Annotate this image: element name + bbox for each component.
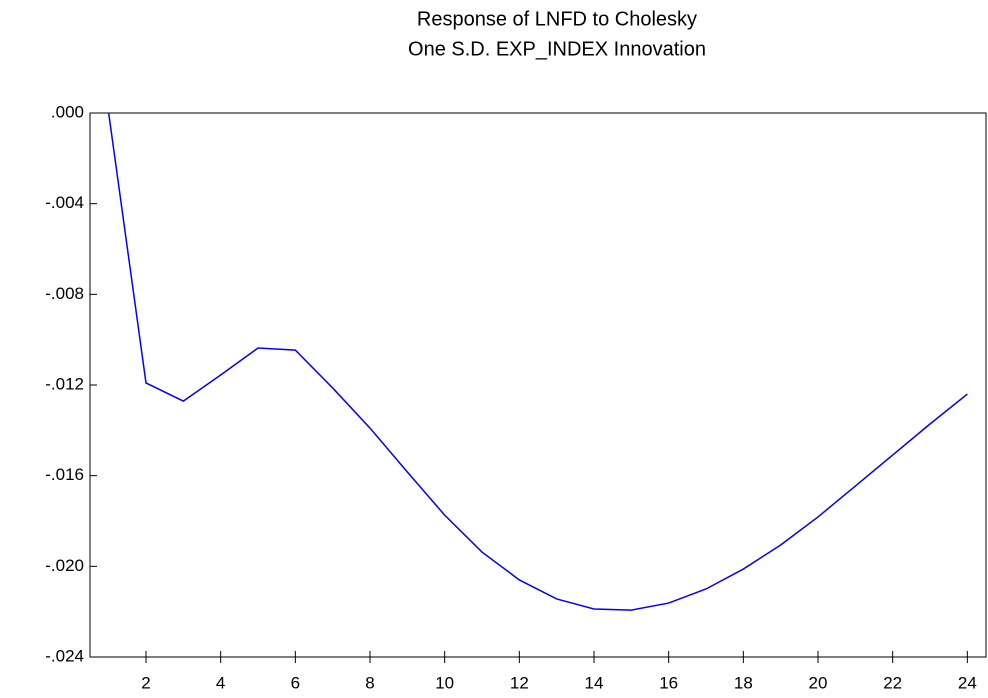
x-tick-label: 12 bbox=[510, 673, 529, 692]
x-tick-label: 10 bbox=[435, 673, 454, 692]
x-tick-label: 2 bbox=[141, 673, 150, 692]
x-tick-label: 16 bbox=[659, 673, 678, 692]
x-tick-label: 14 bbox=[585, 673, 604, 692]
y-tick-label: -.024 bbox=[45, 646, 84, 665]
chart-title: One S.D. EXP_INDEX Innovation bbox=[408, 38, 706, 60]
x-tick-label: 4 bbox=[216, 673, 225, 692]
series-line bbox=[107, 112, 968, 611]
y-tick-label: -.016 bbox=[45, 465, 84, 484]
y-tick-label: -.020 bbox=[45, 556, 84, 575]
x-tick-label: 8 bbox=[365, 673, 374, 692]
y-tick-label: -.012 bbox=[45, 374, 84, 393]
x-tick-label: 18 bbox=[734, 673, 753, 692]
chart-title: Response of LNFD to Cholesky bbox=[417, 8, 697, 30]
x-tick-label: 22 bbox=[883, 673, 902, 692]
x-tick-label: 20 bbox=[809, 673, 828, 692]
y-tick-label: -.004 bbox=[45, 193, 84, 212]
y-tick-label: -.008 bbox=[45, 284, 84, 303]
plot-frame bbox=[89, 112, 987, 658]
x-tick-label: 6 bbox=[291, 673, 300, 692]
x-tick-label: 24 bbox=[958, 673, 977, 692]
y-tick-label: .000 bbox=[51, 102, 84, 121]
